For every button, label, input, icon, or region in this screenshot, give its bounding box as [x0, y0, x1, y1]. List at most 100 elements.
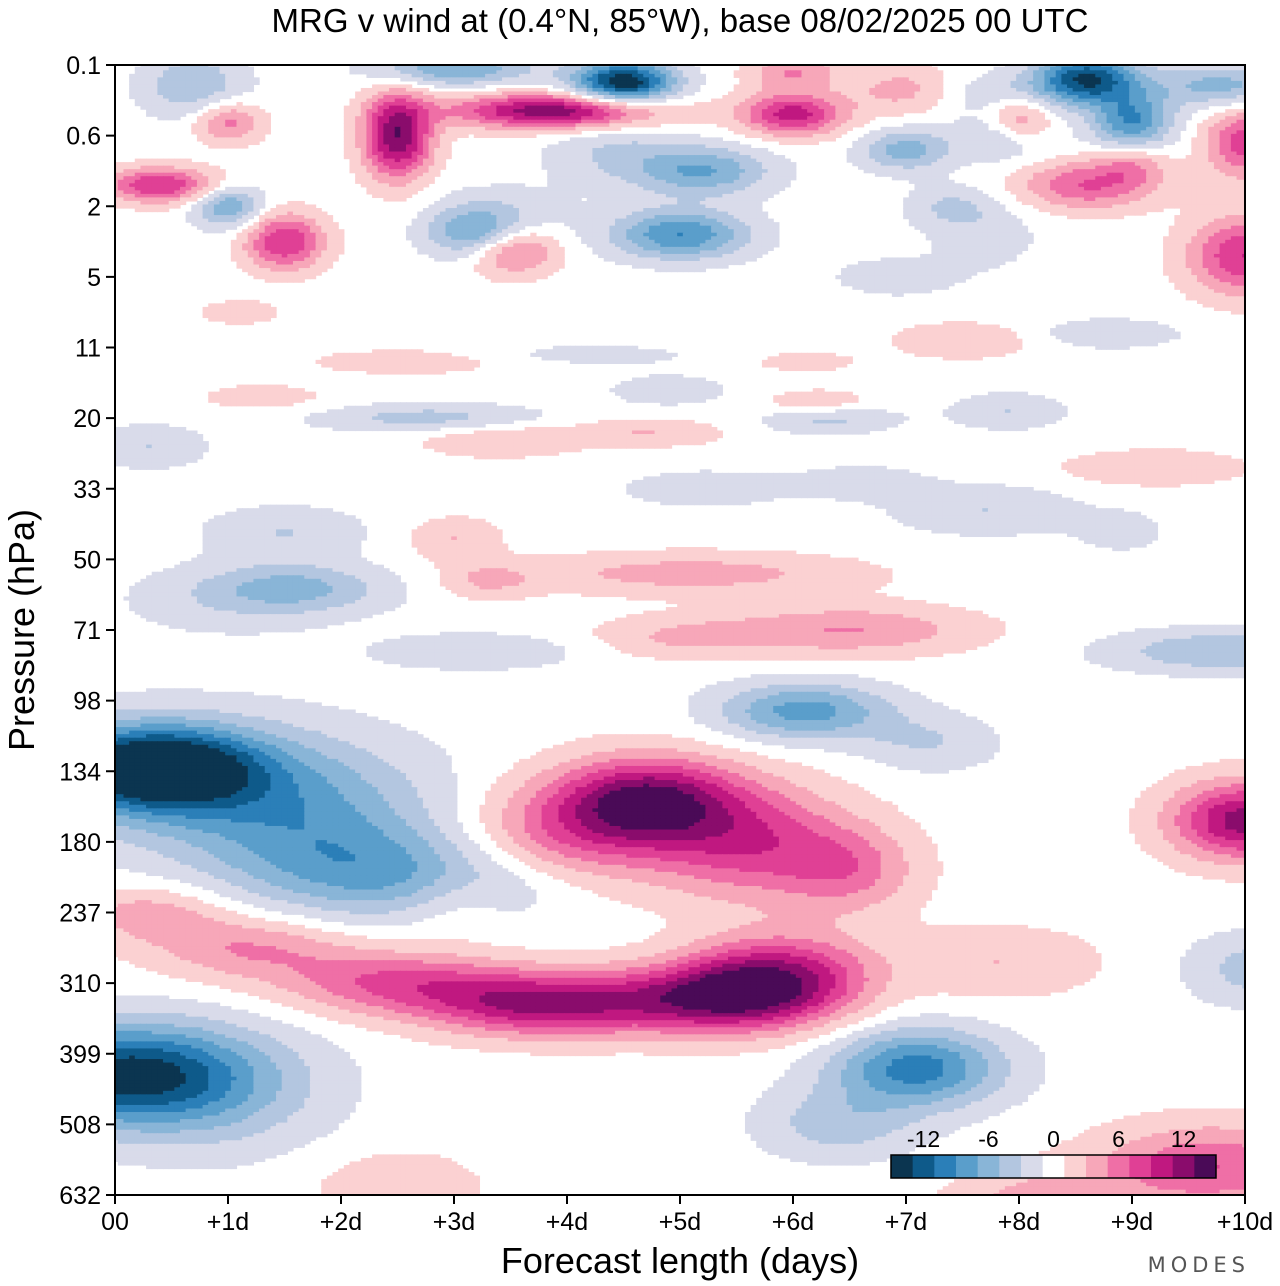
contour-cell — [451, 98, 458, 103]
contour-cell — [1225, 65, 1232, 68]
contour-cell — [818, 91, 825, 96]
contour-cell — [716, 137, 723, 142]
contour-cell — [394, 137, 401, 142]
contour-cell — [569, 123, 577, 128]
contour-cell — [620, 87, 627, 93]
contour-cell — [360, 126, 368, 131]
contour-cell — [1208, 65, 1215, 68]
contour-cell — [705, 172, 712, 177]
contour-cell — [586, 112, 594, 117]
contour-cell — [366, 95, 373, 100]
contour-cell — [688, 112, 695, 117]
contour-cell — [660, 144, 667, 149]
contour-cell — [1219, 169, 1226, 174]
contour-cell — [366, 109, 373, 114]
contour-cell — [1078, 65, 1085, 68]
contour-cell — [485, 130, 492, 135]
contour-cell — [1095, 151, 1102, 156]
contour-cell — [146, 91, 153, 96]
contour-cell — [1146, 119, 1153, 124]
contour-cell — [790, 77, 797, 82]
contour-cell — [513, 130, 520, 135]
contour-cell — [168, 65, 175, 68]
contour-cell — [784, 87, 791, 93]
contour-cell — [744, 123, 752, 128]
contour-cell — [1146, 109, 1153, 114]
contour-cell — [377, 105, 384, 110]
contour-cell — [1219, 84, 1226, 89]
contour-cell — [185, 165, 192, 170]
contour-cell — [1044, 77, 1051, 82]
contour-cell — [259, 112, 266, 117]
contour-cell — [1208, 80, 1215, 86]
contour-cell — [1106, 133, 1113, 138]
contour-cell — [841, 98, 848, 103]
contour-cell — [202, 84, 209, 89]
contour-cell — [1044, 162, 1051, 167]
contour-cell — [179, 80, 187, 86]
contour-cell — [897, 126, 904, 131]
contour-cell — [812, 95, 820, 100]
contour-cell — [586, 80, 594, 86]
contour-cell — [897, 112, 904, 117]
contour-cell — [434, 137, 441, 142]
contour-cell — [569, 119, 577, 124]
contour-cell — [1134, 66, 1142, 71]
contour-cell — [586, 179, 594, 184]
contour-cell — [552, 169, 560, 174]
contour-cell — [665, 144, 673, 149]
contour-cell — [405, 112, 413, 117]
contour-cell — [247, 105, 255, 110]
contour-cell — [372, 73, 379, 78]
contour-cell — [208, 80, 215, 86]
contour-cell — [355, 172, 362, 177]
contour-cell — [1033, 172, 1040, 177]
contour-cell — [1230, 84, 1238, 89]
contour-cell — [609, 87, 616, 93]
contour-cell — [722, 105, 729, 110]
contour-cell — [1016, 105, 1023, 110]
contour-cell — [886, 169, 893, 174]
contour-cell — [744, 179, 752, 184]
contour-cell — [394, 140, 401, 146]
contour-cell — [1202, 123, 1209, 128]
contour-cell — [146, 179, 153, 184]
contour-cell — [778, 169, 786, 174]
contour-cell — [377, 116, 384, 121]
contour-cell — [405, 137, 413, 142]
contour-cell — [761, 116, 769, 121]
contour-cell — [1038, 165, 1046, 170]
contour-cell — [569, 70, 577, 75]
contour-cell — [581, 155, 588, 160]
contour-cell — [524, 130, 531, 135]
contour-cell — [366, 123, 373, 128]
contour-cell — [954, 119, 961, 124]
contour-cell — [598, 91, 605, 96]
contour-cell — [1095, 162, 1102, 167]
contour-cell — [1213, 183, 1221, 188]
contour-cell — [208, 77, 215, 82]
contour-cell — [1129, 172, 1136, 177]
contour-cell — [795, 66, 803, 71]
contour-cell — [609, 80, 616, 86]
contour-cell — [428, 73, 435, 78]
contour-cell — [609, 77, 616, 82]
contour-cell — [931, 162, 938, 167]
contour-cell — [1095, 183, 1102, 188]
contour-cell — [185, 95, 192, 100]
contour-cell — [773, 162, 780, 167]
contour-cell — [660, 155, 667, 160]
contour-cell — [1140, 91, 1147, 96]
contour-cell — [857, 70, 865, 75]
contour-cell — [1157, 84, 1164, 89]
contour-cell — [479, 91, 486, 96]
contour-cell — [558, 109, 565, 114]
contour-cell — [773, 109, 780, 114]
contour-cell — [360, 70, 368, 75]
contour-cell — [1157, 172, 1164, 177]
contour-cell — [146, 95, 153, 100]
contour-cell — [1021, 105, 1029, 110]
contour-cell — [626, 172, 633, 177]
contour-cell — [1050, 91, 1057, 96]
contour-cell — [496, 119, 503, 124]
